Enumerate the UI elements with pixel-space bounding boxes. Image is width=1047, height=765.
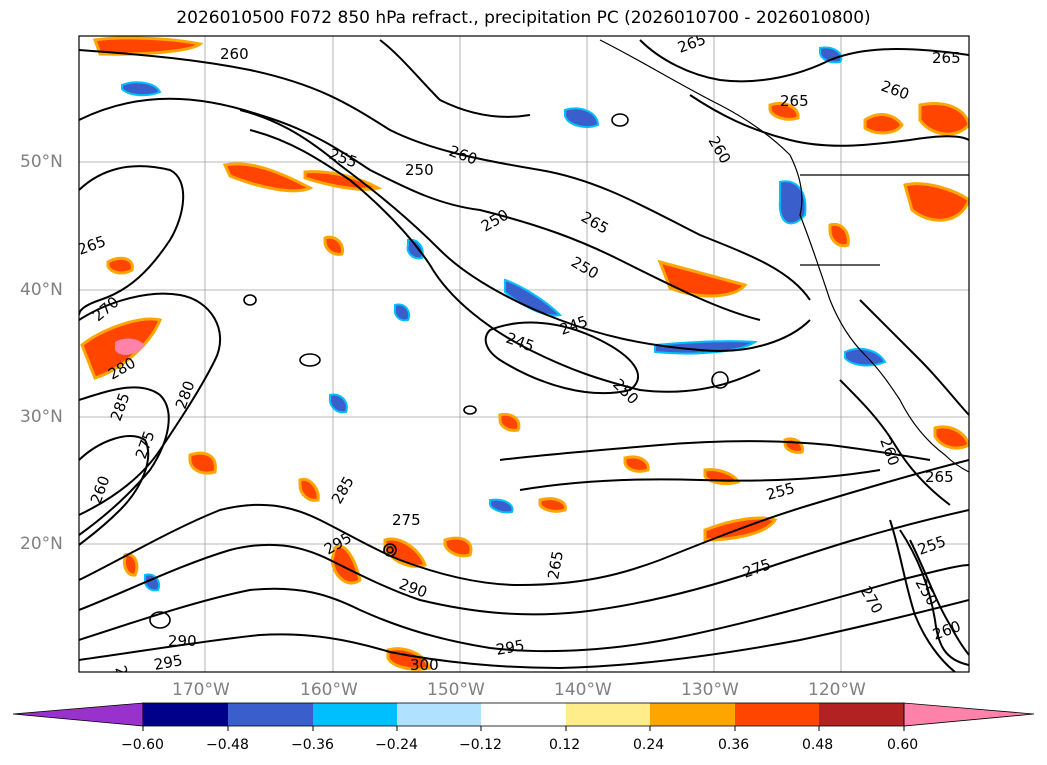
colorbar-bin — [819, 703, 904, 726]
colorbar-tick-label: −0.48 — [206, 737, 249, 753]
contour-label: 295 — [495, 636, 526, 659]
colorbar-bin — [481, 703, 566, 726]
latitude-label: 40°N — [20, 280, 63, 300]
colorbar-tick-label: −0.12 — [459, 737, 502, 753]
gridlines — [79, 36, 969, 672]
contour-label: 260 — [220, 45, 249, 63]
colorbar-extend-high — [903, 702, 1035, 727]
contour-label: 250 — [405, 161, 434, 179]
contour-label: 290 — [168, 632, 197, 650]
contour-label: 280 — [111, 663, 138, 696]
colorbar-bin — [143, 703, 228, 726]
latitude-label: 30°N — [20, 407, 63, 427]
contour-label: 265 — [544, 549, 567, 580]
colorbar-tick-label: 0.12 — [549, 737, 581, 753]
latitude-label: 20°N — [20, 534, 63, 554]
colorbar-tick-label: −0.24 — [375, 737, 418, 753]
colorbar-tick-label: −0.60 — [121, 737, 164, 753]
refractivity-contours — [79, 39, 969, 672]
map-title: 2026010500 F072 850 hPa refract., precip… — [176, 8, 871, 28]
colorbar-tick-label: 0.48 — [802, 737, 834, 753]
coastline — [599, 39, 969, 473]
colorbar-tick-label: −0.36 — [291, 737, 334, 753]
small-contours — [149, 113, 729, 629]
longitude-label: 150°W — [427, 680, 485, 700]
contour-label: 265 — [925, 468, 954, 486]
colorbar-bin — [566, 703, 650, 726]
colorbar-bin — [650, 703, 735, 726]
plot-area: 260 265 260 265 260 265 255 250 260 250 … — [79, 36, 969, 696]
longitude-label: 170°W — [172, 680, 230, 700]
contour-label: 265 — [780, 92, 809, 110]
colorbar-bin — [228, 703, 313, 726]
colorbar-tick-label: 0.24 — [633, 737, 665, 753]
longitude-label: 130°W — [681, 680, 739, 700]
colorbar-tick-label: 0.36 — [718, 737, 750, 753]
colorbar-bin — [397, 703, 481, 726]
longitude-label: 140°W — [554, 680, 612, 700]
contour-label: 295 — [153, 651, 184, 674]
colorbar-extend-low — [12, 702, 144, 727]
colorbar — [12, 702, 1035, 731]
longitude-label: 160°W — [300, 680, 358, 700]
contour-label: 300 — [410, 656, 439, 674]
contour-label: 275 — [392, 511, 421, 529]
colorbar-bin — [735, 703, 819, 726]
plot-frame — [78, 35, 970, 673]
contour-label: 265 — [932, 49, 961, 67]
latitude-label: 50°N — [20, 152, 63, 172]
colorbar-tick-label: 0.60 — [887, 737, 919, 753]
colorbar-bin — [313, 703, 397, 726]
longitude-label: 120°W — [808, 680, 866, 700]
